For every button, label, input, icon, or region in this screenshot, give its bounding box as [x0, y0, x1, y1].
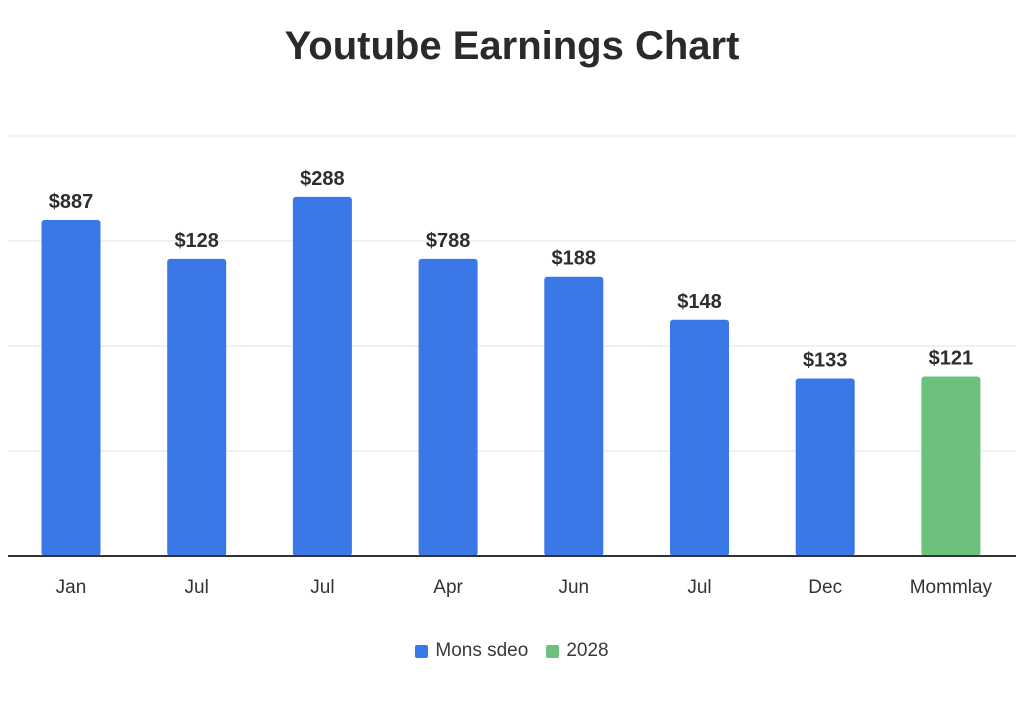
data-label-2: $128 [174, 230, 219, 252]
bar-3 [292, 196, 352, 556]
bar-5 [544, 276, 604, 556]
value-labels: $887 $128 $288 $788 $188 $148 $133 $121 [49, 168, 973, 372]
x-tick-label-1: Jan [56, 577, 87, 598]
data-label-6: $148 [677, 291, 722, 313]
legend-swatch-series-1 [415, 644, 429, 658]
x-tick-label-4: Apr [433, 577, 463, 598]
bars [41, 196, 981, 556]
legend-label-series-1: Mons sdeo [435, 640, 529, 661]
x-axis-ticks: Jan Jul Jul Apr Jun Jul Dec Mommlay [56, 577, 993, 598]
x-tick-label-5: Jun [558, 577, 589, 598]
legend-item-series-2: 2028 [546, 640, 609, 662]
bar-7 [795, 378, 855, 556]
chart-title: Youtube Earnings Chart [284, 24, 740, 68]
bar-1 [41, 220, 101, 556]
bar-chart: $887$128$288$788$188$148$133 $121 Jan Jul J… [8, 135, 1016, 598]
data-label-4: $788 [426, 230, 471, 252]
data-label-7: $133 [803, 350, 848, 372]
x-tick-label-6: Jul [687, 577, 711, 598]
legend-swatch-series-2 [546, 644, 560, 658]
x-tick-label-3: Jul [310, 577, 334, 598]
bar-8 [921, 376, 981, 556]
x-tick-label-7: Dec [808, 577, 842, 598]
data-label-5: $188 [552, 248, 597, 270]
data-label-3: $288 [300, 168, 345, 190]
x-tick-label-2: Jul [185, 577, 209, 598]
gridlines [8, 135, 1016, 452]
legend-label-series-2: 2028 [566, 640, 609, 661]
legend-item-series-1: Mons sdeo [415, 640, 528, 662]
bar-6 [670, 319, 729, 556]
x-tick-label-8: Mommlay [910, 577, 993, 598]
data-label-8: $121 [929, 347, 974, 369]
bar-2 [167, 258, 227, 556]
legend: Mons sdeo 2028 [0, 640, 1024, 662]
data-label-1: $887 [49, 191, 94, 213]
bar-4 [418, 258, 478, 556]
